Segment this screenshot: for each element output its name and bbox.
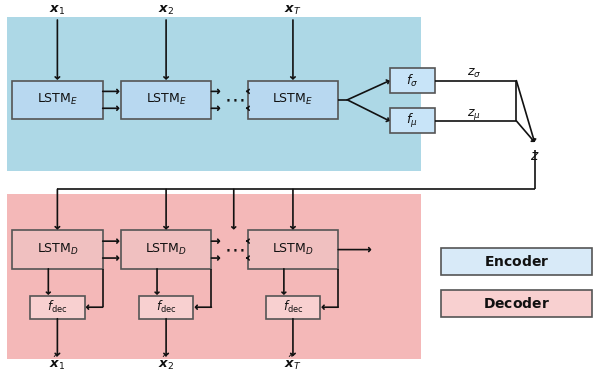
Text: $\cdots$: $\cdots$	[223, 240, 244, 260]
Text: $\mathbf{Decoder}$: $\mathbf{Decoder}$	[483, 296, 550, 311]
Text: $z_\mu$: $z_\mu$	[467, 106, 481, 122]
FancyBboxPatch shape	[248, 230, 338, 269]
Text: $\boldsymbol{x}_1$: $\boldsymbol{x}_1$	[50, 4, 65, 17]
FancyBboxPatch shape	[248, 81, 338, 119]
FancyBboxPatch shape	[266, 296, 320, 319]
Text: $f_{\mathrm{dec}}$: $f_{\mathrm{dec}}$	[156, 299, 176, 315]
FancyBboxPatch shape	[30, 296, 85, 319]
Text: $\hat{\boldsymbol{x}}_2$: $\hat{\boldsymbol{x}}_2$	[158, 354, 174, 372]
FancyBboxPatch shape	[12, 230, 103, 269]
Text: $z$: $z$	[530, 149, 539, 162]
Text: $\mathrm{LSTM}_E$: $\mathrm{LSTM}_E$	[146, 92, 187, 108]
Text: $f_{\mathrm{dec}}$: $f_{\mathrm{dec}}$	[47, 299, 68, 315]
Text: $\mathrm{LSTM}_E$: $\mathrm{LSTM}_E$	[37, 92, 78, 108]
FancyBboxPatch shape	[390, 108, 435, 133]
FancyBboxPatch shape	[7, 194, 421, 359]
Text: $z_\sigma$: $z_\sigma$	[467, 67, 481, 80]
Text: $\mathrm{LSTM}_D$: $\mathrm{LSTM}_D$	[272, 242, 314, 257]
FancyBboxPatch shape	[139, 296, 193, 319]
Text: $f_{\mathrm{dec}}$: $f_{\mathrm{dec}}$	[283, 299, 303, 315]
FancyBboxPatch shape	[121, 230, 211, 269]
FancyBboxPatch shape	[441, 290, 592, 317]
Text: $f_\sigma$: $f_\sigma$	[406, 73, 419, 89]
FancyBboxPatch shape	[441, 248, 592, 275]
Text: $\mathrm{LSTM}_E$: $\mathrm{LSTM}_E$	[272, 92, 313, 108]
FancyBboxPatch shape	[121, 81, 211, 119]
Text: $\hat{\boldsymbol{x}}_1$: $\hat{\boldsymbol{x}}_1$	[50, 354, 65, 372]
Text: $\mathbf{Encoder}$: $\mathbf{Encoder}$	[484, 253, 549, 269]
FancyBboxPatch shape	[12, 81, 103, 119]
FancyBboxPatch shape	[390, 68, 435, 93]
Text: $\hat{\boldsymbol{x}}_T$: $\hat{\boldsymbol{x}}_T$	[284, 354, 301, 372]
Text: $\boldsymbol{x}_2$: $\boldsymbol{x}_2$	[158, 4, 174, 17]
Text: $f_\mu$: $f_\mu$	[406, 112, 418, 130]
FancyBboxPatch shape	[7, 17, 421, 171]
Text: $\mathrm{LSTM}_D$: $\mathrm{LSTM}_D$	[145, 242, 187, 257]
Text: $\mathrm{LSTM}_D$: $\mathrm{LSTM}_D$	[36, 242, 79, 257]
Text: $\boldsymbol{x}_T$: $\boldsymbol{x}_T$	[284, 4, 301, 17]
Text: $\cdots$: $\cdots$	[223, 90, 244, 110]
